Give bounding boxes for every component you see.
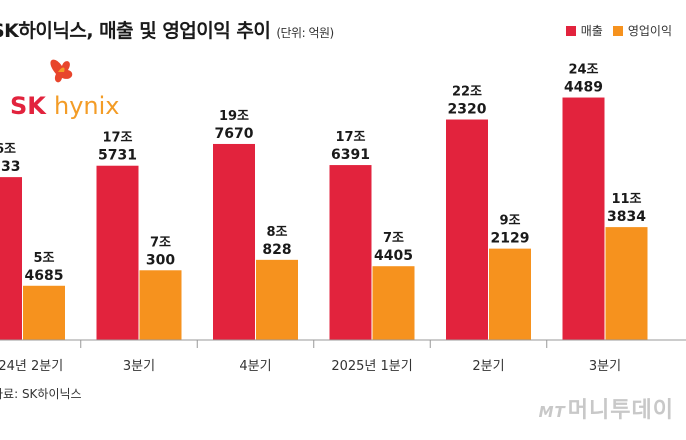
profit-bar [139, 270, 182, 340]
data-label-trillion: 7조 [150, 235, 171, 250]
profit-bar [372, 266, 415, 340]
data-label-remainder: 5731 [98, 148, 137, 164]
x-tick-label: 2분기 [472, 359, 504, 374]
sk-butterfly-icon [50, 59, 73, 83]
revenue-bar [96, 165, 139, 340]
chart-title: SK하이닉스, 매출 및 영업이익 추이 (단위: 억원) [0, 16, 334, 43]
data-label-remainder: 2320 [448, 102, 487, 118]
data-label-remainder: 4685 [25, 268, 64, 284]
data-label-remainder: 300 [146, 252, 175, 268]
revenue-bar [0, 177, 22, 340]
data-label-remainder: 828 [262, 242, 291, 258]
data-label-trillion: 17조 [102, 131, 132, 146]
data-label-remainder: 4405 [374, 248, 413, 264]
data-label-remainder: 4489 [564, 80, 603, 96]
revenue-bar [329, 165, 372, 340]
revenue-bar [213, 143, 255, 340]
x-tick-label: 3분기 [123, 359, 155, 374]
x-tick-label: 2025년 1분기 [331, 359, 412, 374]
data-label-trillion: 17조 [335, 130, 365, 145]
data-label-trillion: 24조 [568, 63, 598, 78]
legend-swatch-revenue [565, 25, 576, 36]
watermark: MT머니투데이 [539, 392, 674, 424]
legend: 매출 영업이익 [556, 22, 672, 39]
logo-sk-text: SK [10, 92, 47, 120]
source-note: 자료: SK하이닉스 [0, 387, 82, 401]
legend-label-profit: 영업이익 [627, 24, 672, 38]
unit-label: (단위: 억원) [276, 26, 334, 40]
data-label-remainder: 7670 [215, 126, 254, 142]
data-label-remainder: 3834 [607, 209, 646, 225]
x-tick-label: 2024년 2분기 [0, 359, 63, 374]
profit-bar [605, 227, 648, 340]
sk-hynix-logo: SK hynix [10, 59, 120, 120]
data-label-remainder: 2129 [491, 231, 530, 247]
watermark-brand: 머니투데이 [567, 398, 674, 423]
revenue-bar [446, 119, 488, 340]
x-tick-label: 3분기 [589, 359, 621, 374]
legend-label-revenue: 매출 [580, 24, 603, 38]
data-label-trillion: 16조 [0, 142, 16, 157]
data-label-trillion: 5조 [33, 251, 54, 266]
data-label-remainder: 6391 [331, 147, 370, 163]
profit-bar [489, 248, 531, 340]
chart-title-text: SK하이닉스, 매출 및 영업이익 추이 [0, 20, 271, 42]
data-label-trillion: 8조 [266, 225, 287, 240]
legend-swatch-profit [612, 25, 623, 36]
x-tick-label: 4분기 [239, 359, 271, 374]
data-label-remainder: 4233 [0, 159, 20, 175]
profit-bar [23, 285, 65, 340]
data-label-trillion: 22조 [452, 85, 482, 100]
data-label-trillion: 11조 [611, 192, 641, 207]
data-label-trillion: 19조 [219, 109, 249, 124]
revenue-bar [562, 97, 605, 340]
data-label-trillion: 9조 [499, 214, 520, 229]
profit-bar [256, 259, 298, 340]
data-label-trillion: 7조 [383, 231, 404, 246]
watermark-prefix: MT [538, 403, 566, 421]
logo-hynix-text: hynix [54, 92, 120, 120]
